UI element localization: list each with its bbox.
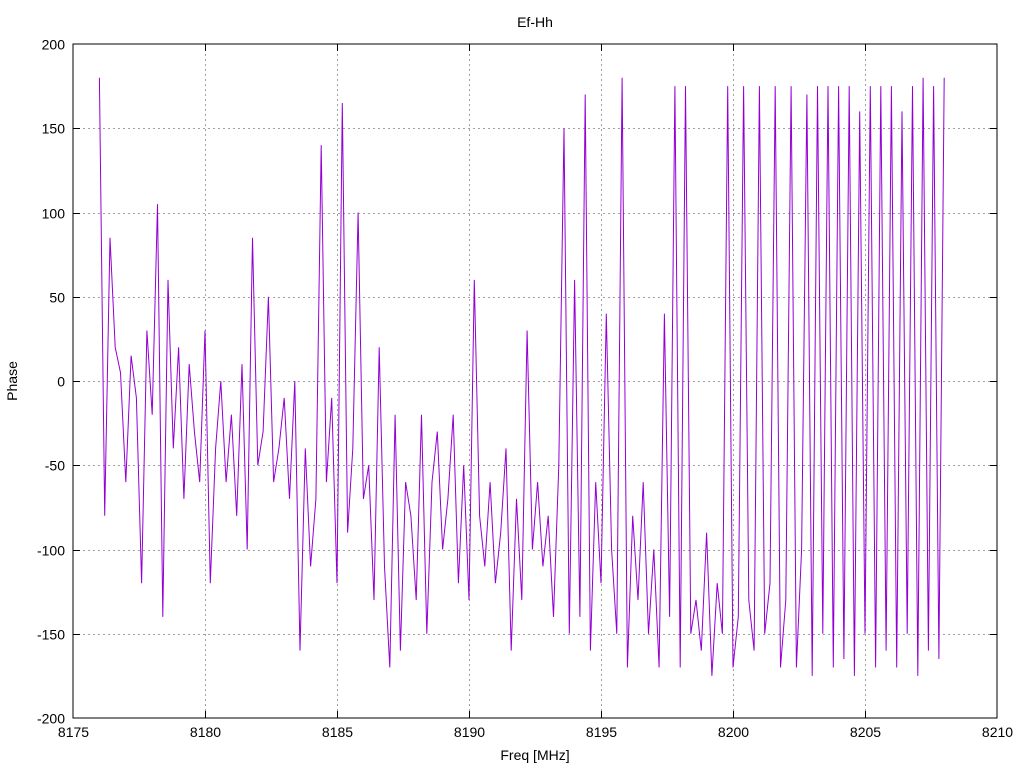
series-line-ef-hh — [98, 77, 945, 676]
x-tick-label: 8210 — [982, 724, 1013, 740]
y-tick-label: 100 — [42, 206, 66, 222]
x-tick-label: 8185 — [322, 724, 353, 740]
grid — [73, 44, 997, 718]
y-tick-label: -100 — [37, 543, 65, 559]
x-tick-label: 8200 — [718, 724, 749, 740]
x-tick-label: 8180 — [190, 724, 221, 740]
x-tick-label: 8205 — [850, 724, 881, 740]
series-group — [98, 77, 945, 676]
x-tick-label: 8175 — [58, 724, 89, 740]
x-tick-label: 8190 — [454, 724, 485, 740]
x-axis-label: Freq [MHz] — [500, 747, 569, 763]
x-tick-label: 8195 — [586, 724, 617, 740]
y-tick-label: -50 — [45, 458, 65, 474]
y-tick-label: -150 — [37, 627, 65, 643]
y-tick-label: 200 — [42, 37, 66, 53]
y-tick-label: -200 — [37, 711, 65, 727]
y-tick-label: 50 — [49, 290, 65, 306]
y-tick-label: 0 — [57, 374, 65, 390]
chart-title: Ef-Hh — [517, 14, 553, 30]
y-tick-label: 150 — [42, 121, 66, 137]
axis-ticks: 8175 8180 8185 8190 8195 8200 8205 8210 -200 -150… — [37, 37, 1013, 741]
y-axis-label: Phase — [4, 361, 20, 401]
plot-border — [72, 43, 998, 719]
